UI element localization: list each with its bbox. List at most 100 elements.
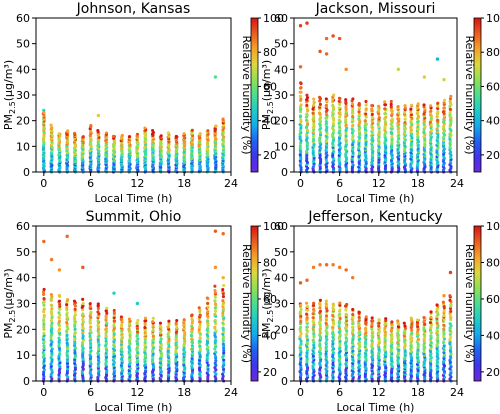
data-point: [324, 344, 329, 349]
data-point: [350, 137, 354, 141]
colorbar-tick-label: 100: [486, 12, 500, 25]
data-point: [409, 316, 413, 320]
data-point: [324, 299, 328, 303]
data-point: [112, 332, 116, 336]
data-point: [105, 311, 109, 315]
data-point: [325, 143, 329, 147]
data-point: [442, 124, 446, 129]
data-point: [151, 334, 155, 338]
data-point: [370, 107, 374, 111]
data-point: [403, 117, 407, 121]
data-point: [198, 308, 202, 312]
data-point: [409, 107, 413, 111]
data-point: [305, 301, 309, 305]
data-point: [344, 67, 348, 72]
data-point: [41, 372, 46, 376]
data-point: [305, 305, 309, 309]
data-point: [213, 339, 218, 343]
data-point: [448, 270, 453, 275]
data-point: [312, 343, 316, 347]
data-point: [416, 337, 420, 341]
data-point: [390, 135, 394, 139]
data-point: [344, 312, 348, 316]
data-point: [331, 325, 335, 329]
data-point: [331, 362, 335, 366]
data-point: [311, 316, 315, 320]
data-point: [351, 123, 355, 127]
data-point: [429, 116, 433, 120]
data-point: [198, 320, 202, 324]
data-point: [325, 125, 329, 129]
data-point: [57, 319, 62, 323]
data-point: [337, 265, 342, 270]
data-point: [324, 340, 328, 345]
data-point: [143, 316, 148, 320]
data-point: [331, 318, 335, 322]
x-tick-label: 0: [40, 386, 47, 399]
data-point: [191, 352, 195, 356]
data-point: [383, 100, 387, 104]
y-axis-label: PM2.5(μg/m³): [260, 60, 275, 130]
data-point: [305, 129, 310, 133]
data-point: [422, 75, 427, 79]
data-point: [222, 370, 226, 374]
data-point: [331, 355, 335, 359]
data-point: [104, 309, 108, 313]
data-point: [351, 320, 355, 324]
data-point: [299, 126, 303, 130]
data-point: [337, 125, 342, 129]
data-point: [318, 301, 322, 305]
data-point: [324, 318, 328, 322]
data-point: [182, 326, 187, 331]
data-point: [312, 331, 316, 336]
data-point: [324, 36, 329, 41]
data-point: [57, 293, 61, 297]
data-point: [298, 153, 302, 157]
data-point: [143, 126, 147, 130]
x-axis-label: Local Time (h): [337, 401, 415, 414]
data-point: [49, 339, 53, 343]
data-point: [318, 309, 323, 313]
data-point: [331, 342, 335, 346]
data-point: [158, 321, 162, 325]
colorbar-tick-label: 60: [263, 293, 277, 306]
data-point: [429, 334, 433, 338]
data-point: [73, 331, 77, 335]
data-point: [42, 344, 46, 348]
data-point: [65, 325, 69, 329]
y-tick-label: 20: [16, 115, 30, 128]
data-point: [88, 334, 92, 338]
x-tick-label: 12: [130, 177, 144, 190]
data-point: [213, 374, 217, 379]
data-point: [190, 324, 194, 328]
data-point: [81, 312, 85, 316]
data-point: [198, 323, 202, 327]
data-point: [351, 97, 355, 101]
data-point: [344, 104, 348, 108]
data-point: [429, 326, 433, 330]
data-point: [96, 113, 101, 118]
data-point: [222, 351, 226, 355]
data-point: [190, 128, 194, 132]
y-axis-label: PM2.5(μg/m³): [2, 60, 17, 130]
data-point: [331, 97, 335, 101]
data-point: [435, 127, 439, 131]
data-point: [42, 108, 46, 113]
data-point: [344, 321, 348, 325]
data-point: [205, 314, 210, 318]
data-point: [442, 138, 446, 143]
data-point: [206, 301, 210, 305]
data-point: [435, 329, 439, 333]
data-point: [390, 124, 394, 128]
data-point: [318, 320, 322, 325]
data-point: [448, 100, 452, 104]
data-point: [351, 111, 355, 115]
x-tick-label: 6: [87, 177, 94, 190]
data-point: [403, 121, 407, 125]
colorbar: [250, 17, 259, 173]
data-point: [73, 131, 77, 135]
data-point: [311, 111, 315, 115]
data-point: [135, 321, 139, 325]
data-point: [298, 65, 303, 69]
data-point: [298, 94, 302, 98]
